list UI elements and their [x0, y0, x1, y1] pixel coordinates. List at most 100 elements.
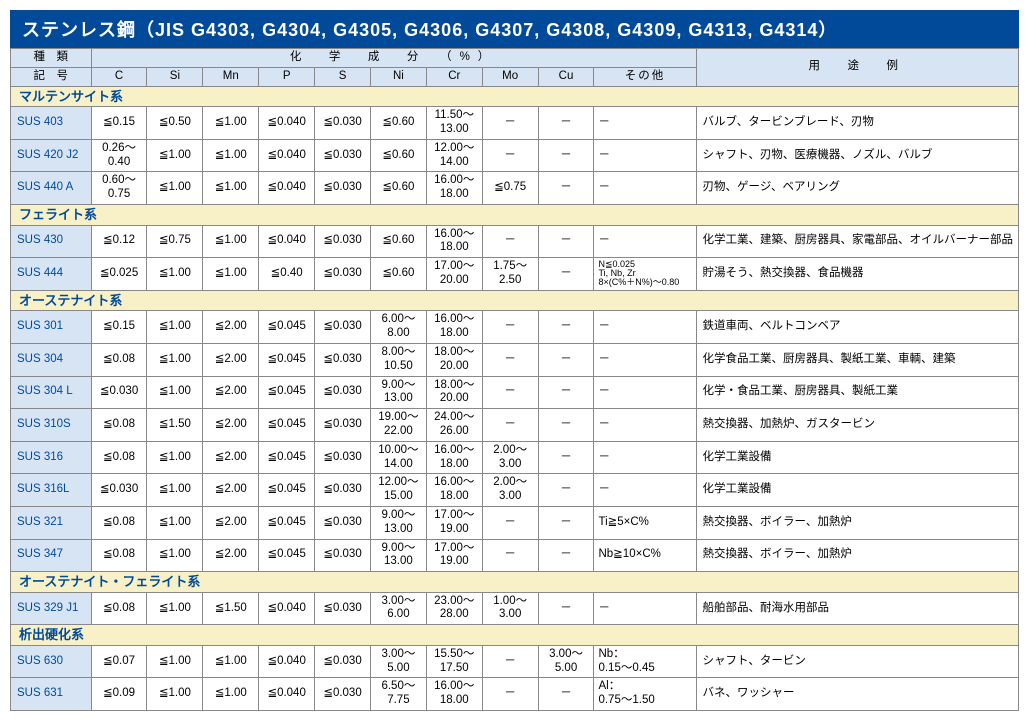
- header-other: その他: [594, 67, 696, 86]
- cell-mn: ≦1.00: [203, 107, 259, 140]
- use-example: 化学食品工業、厨房器具、製紙工業、車輌、建築: [696, 343, 1018, 376]
- cell-mn: ≦2.00: [203, 311, 259, 344]
- grade-code: SUS 316L: [11, 474, 92, 507]
- cell-cu: －: [538, 539, 594, 572]
- cell-other: －: [594, 225, 696, 258]
- cell-ni: ≦0.60: [370, 172, 426, 205]
- header-mn: Mn: [203, 67, 259, 86]
- cell-p: ≦0.040: [259, 172, 315, 205]
- group-name: オーステナイト系: [11, 290, 1019, 311]
- cell-other: －: [594, 441, 696, 474]
- grade-code: SUS 347: [11, 539, 92, 572]
- grade-code: SUS 420 J2: [11, 139, 92, 172]
- table-row: SUS 304 L≦0.030≦1.00≦2.00≦0.045≦0.0309.0…: [11, 376, 1019, 409]
- cell-ni: 3.00～5.00: [370, 645, 426, 678]
- cell-p: ≦0.40: [259, 258, 315, 291]
- cell-cu: －: [538, 225, 594, 258]
- cell-p: ≦0.040: [259, 139, 315, 172]
- cell-mn: ≦2.00: [203, 539, 259, 572]
- cell-mo: －: [482, 343, 538, 376]
- cell-c: ≦0.08: [91, 506, 147, 539]
- cell-ni: ≦0.60: [370, 258, 426, 291]
- grade-code: SUS 440 A: [11, 172, 92, 205]
- cell-si: ≦0.50: [147, 107, 203, 140]
- cell-cr: 16.00～18.00: [426, 172, 482, 205]
- cell-si: ≦0.75: [147, 225, 203, 258]
- cell-si: ≦1.00: [147, 506, 203, 539]
- cell-cr: 16.00～18.00: [426, 225, 482, 258]
- cell-mn: ≦2.00: [203, 343, 259, 376]
- grade-code: SUS 630: [11, 645, 92, 678]
- cell-cu: －: [538, 107, 594, 140]
- cell-p: ≦0.045: [259, 311, 315, 344]
- cell-other: －: [594, 592, 696, 625]
- cell-s: ≦0.030: [315, 539, 371, 572]
- cell-other: Ti≧5×C%: [594, 506, 696, 539]
- cell-si: ≦1.00: [147, 441, 203, 474]
- header-s: S: [315, 67, 371, 86]
- cell-mo: －: [482, 139, 538, 172]
- cell-ni: 8.00～10.50: [370, 343, 426, 376]
- cell-s: ≦0.030: [315, 592, 371, 625]
- header-c: C: [91, 67, 147, 86]
- use-example: 鉄道車両、ベルトコンベア: [696, 311, 1018, 344]
- cell-cr: 23.00～28.00: [426, 592, 482, 625]
- cell-mo: －: [482, 506, 538, 539]
- grade-code: SUS 304 L: [11, 376, 92, 409]
- grade-code: SUS 310S: [11, 409, 92, 442]
- table-row: SUS 321≦0.08≦1.00≦2.00≦0.045≦0.0309.00～1…: [11, 506, 1019, 539]
- cell-si: ≦1.00: [147, 376, 203, 409]
- cell-p: ≦0.040: [259, 592, 315, 625]
- cell-c: 0.60～0.75: [91, 172, 147, 205]
- cell-cu: －: [538, 311, 594, 344]
- cell-p: ≦0.040: [259, 107, 315, 140]
- cell-ni: ≦0.60: [370, 139, 426, 172]
- cell-cr: 16.00～18.00: [426, 311, 482, 344]
- cell-p: ≦0.045: [259, 506, 315, 539]
- cell-si: ≦1.00: [147, 139, 203, 172]
- cell-ni: 9.00～13.00: [370, 376, 426, 409]
- grade-code: SUS 444: [11, 258, 92, 291]
- cell-c: ≦0.030: [91, 474, 147, 507]
- cell-cu: －: [538, 376, 594, 409]
- cell-c: ≦0.030: [91, 376, 147, 409]
- cell-mo: ≦0.75: [482, 172, 538, 205]
- cell-cu: －: [538, 409, 594, 442]
- grade-code: SUS 304: [11, 343, 92, 376]
- cell-other: －: [594, 343, 696, 376]
- cell-c: 0.26～0.40: [91, 139, 147, 172]
- cell-s: ≦0.030: [315, 645, 371, 678]
- header-type: 種 類: [11, 49, 92, 68]
- table-row: SUS 316≦0.08≦1.00≦2.00≦0.045≦0.03010.00～…: [11, 441, 1019, 474]
- cell-c: ≦0.15: [91, 311, 147, 344]
- cell-ni: 3.00～6.00: [370, 592, 426, 625]
- cell-c: ≦0.08: [91, 441, 147, 474]
- cell-cr: 17.00～19.00: [426, 539, 482, 572]
- cell-other: －: [594, 409, 696, 442]
- cell-p: ≦0.045: [259, 409, 315, 442]
- cell-p: ≦0.045: [259, 376, 315, 409]
- cell-other: －: [594, 107, 696, 140]
- cell-p: ≦0.045: [259, 441, 315, 474]
- cell-p: ≦0.040: [259, 225, 315, 258]
- header-mo: Mo: [482, 67, 538, 86]
- table-row: SUS 444≦0.025≦1.00≦1.00≦0.40≦0.030≦0.601…: [11, 258, 1019, 291]
- cell-c: ≦0.08: [91, 409, 147, 442]
- use-example: シャフト、刃物、医療機器、ノズル、バルブ: [696, 139, 1018, 172]
- cell-ni: 9.00～13.00: [370, 506, 426, 539]
- cell-ni: 12.00～15.00: [370, 474, 426, 507]
- cell-mn: ≦1.00: [203, 225, 259, 258]
- cell-c: ≦0.08: [91, 539, 147, 572]
- group-header: 析出硬化系: [11, 625, 1019, 646]
- grade-code: SUS 301: [11, 311, 92, 344]
- cell-mo: －: [482, 645, 538, 678]
- cell-mo: －: [482, 409, 538, 442]
- cell-cu: －: [538, 592, 594, 625]
- group-header: フェライト系: [11, 204, 1019, 225]
- cell-ni: 6.00～8.00: [370, 311, 426, 344]
- cell-ni: ≦0.60: [370, 225, 426, 258]
- cell-s: ≦0.030: [315, 225, 371, 258]
- cell-cr: 15.50～17.50: [426, 645, 482, 678]
- cell-mn: ≦1.50: [203, 592, 259, 625]
- cell-si: ≦1.00: [147, 343, 203, 376]
